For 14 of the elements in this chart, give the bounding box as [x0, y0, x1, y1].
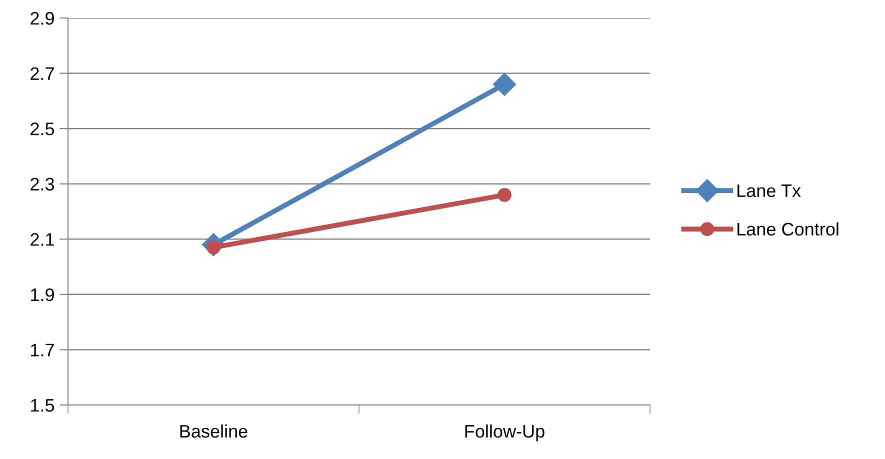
x-tick-label: Follow-Up	[465, 424, 544, 442]
y-tick-label: 2.9	[30, 12, 54, 25]
y-tick-label: 1.9	[31, 288, 54, 302]
x-tick-label: Baseline	[180, 424, 248, 438]
legend-label: Lane Tx	[738, 184, 801, 198]
point	[498, 188, 512, 202]
legend-label: Lane Control	[738, 222, 838, 236]
point	[493, 72, 516, 96]
y-tick-label: 1.5	[31, 399, 54, 412]
y-tick-label: 1.7	[31, 344, 54, 356]
y-tick-label: 2.1	[30, 233, 54, 246]
y-tick-label: 2.3	[30, 178, 54, 191]
y-tick-label: 2.5	[30, 122, 54, 136]
y-tick-label: 2.7	[30, 67, 54, 80]
